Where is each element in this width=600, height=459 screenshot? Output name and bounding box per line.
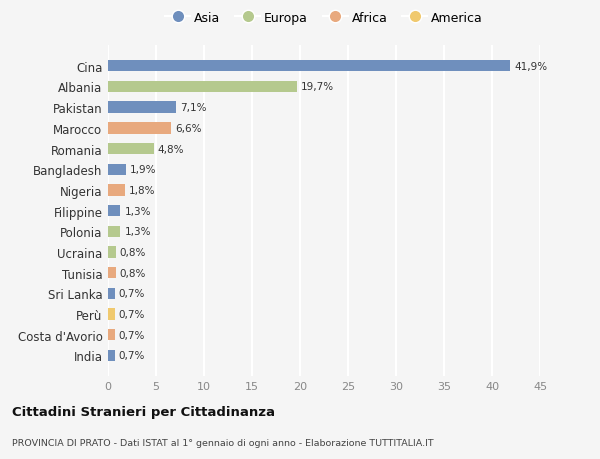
Text: 0,7%: 0,7% [119, 309, 145, 319]
Bar [108, 350, 115, 361]
Text: 1,8%: 1,8% [129, 185, 155, 196]
Text: 1,9%: 1,9% [130, 165, 157, 175]
Bar [108, 206, 121, 217]
Bar [108, 82, 297, 93]
Bar [108, 330, 115, 341]
Bar [108, 226, 121, 237]
Text: 0,7%: 0,7% [119, 330, 145, 340]
Bar [108, 247, 116, 258]
Text: Cittadini Stranieri per Cittadinanza: Cittadini Stranieri per Cittadinanza [12, 405, 275, 419]
Bar [108, 102, 176, 113]
Bar [108, 123, 172, 134]
Bar [108, 309, 115, 320]
Text: 0,8%: 0,8% [119, 268, 146, 278]
Text: PROVINCIA DI PRATO - Dati ISTAT al 1° gennaio di ogni anno - Elaborazione TUTTIT: PROVINCIA DI PRATO - Dati ISTAT al 1° ge… [12, 438, 434, 447]
Text: 1,3%: 1,3% [124, 206, 151, 216]
Bar [108, 288, 115, 299]
Text: 0,7%: 0,7% [119, 351, 145, 361]
Text: 41,9%: 41,9% [514, 62, 547, 72]
Text: 0,8%: 0,8% [119, 247, 146, 257]
Bar [108, 185, 125, 196]
Legend: Asia, Europa, Africa, America: Asia, Europa, Africa, America [160, 7, 488, 30]
Text: 1,3%: 1,3% [124, 227, 151, 237]
Text: 6,6%: 6,6% [175, 123, 202, 134]
Text: 19,7%: 19,7% [301, 82, 334, 92]
Text: 4,8%: 4,8% [158, 144, 184, 154]
Text: 7,1%: 7,1% [180, 103, 206, 113]
Bar [108, 164, 126, 175]
Bar [108, 268, 116, 279]
Bar [108, 144, 154, 155]
Bar [108, 61, 510, 72]
Text: 0,7%: 0,7% [119, 289, 145, 299]
